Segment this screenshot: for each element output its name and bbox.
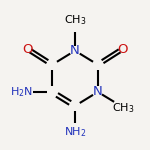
- Text: CH$_3$: CH$_3$: [64, 14, 86, 27]
- Text: O: O: [117, 43, 128, 56]
- Text: N: N: [70, 44, 80, 57]
- Text: H$_2$N: H$_2$N: [10, 85, 33, 99]
- Text: N: N: [93, 85, 103, 98]
- Text: NH$_2$: NH$_2$: [64, 125, 86, 139]
- Text: CH$_3$: CH$_3$: [112, 102, 134, 116]
- Text: O: O: [22, 43, 33, 56]
